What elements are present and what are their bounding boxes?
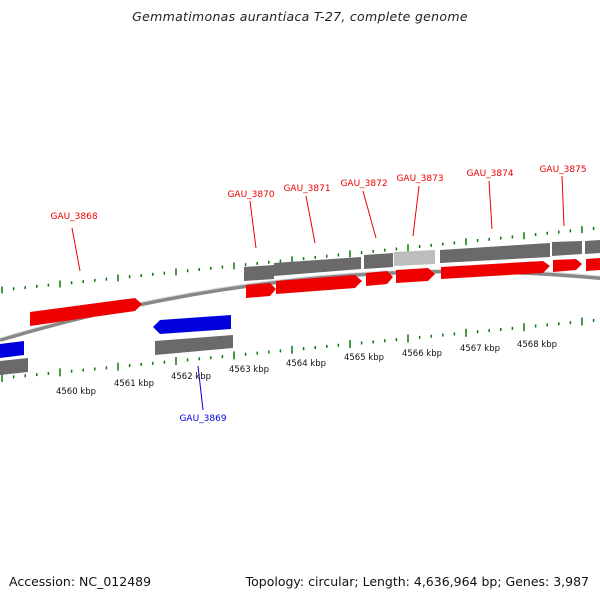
gene-arrow-3870 [246, 283, 276, 298]
cds-bar-3870 [244, 265, 274, 281]
scale-labels: 4560 kbp 4561 kbp 4562 kbp 4563 kbp 4564… [56, 340, 557, 397]
gene-label-3869: GAU_3869 [179, 414, 226, 424]
gene-label-3871: GAU_3871 [283, 184, 330, 194]
cds-bar-3875 [552, 241, 582, 256]
leader-3868 [71, 227, 81, 272]
gene-label-3873: GAU_3873 [396, 174, 443, 184]
cds-outer-track [244, 240, 600, 281]
gene-label-3872: GAU_3872 [340, 179, 387, 189]
gene-arrow-3872 [366, 271, 393, 286]
scale-label-4565: 4565 kbp [344, 353, 384, 363]
leader-3870 [249, 200, 257, 249]
gene-arrow-3867 [0, 341, 24, 358]
gene-arrow-3876 [586, 258, 600, 271]
cds-bar-3867 [0, 358, 28, 375]
gene-arrow-3869 [153, 315, 231, 334]
scale-label-4562: 4562 kbp [171, 372, 211, 382]
gene-label-leaders [71, 175, 565, 411]
leader-3872 [362, 190, 377, 239]
gene-arrow-3868 [30, 298, 142, 326]
scale-label-4568: 4568 kbp [517, 340, 557, 350]
gene-arrow-3874 [441, 261, 550, 279]
cds-bar-3872 [364, 253, 393, 269]
leader-3873 [412, 185, 420, 237]
reverse-genes-track [0, 315, 231, 358]
leader-3874 [488, 180, 493, 230]
genome-title: Gemmatimonas aurantiaca T-27, complete g… [132, 9, 468, 24]
scale-label-4560: 4560 kbp [56, 387, 96, 397]
gene-label-3874: GAU_3874 [466, 169, 513, 179]
leader-3871 [305, 195, 316, 244]
scale-label-4566: 4566 kbp [402, 349, 442, 359]
genome-summary: Topology: circular; Length: 4,636,964 bp… [245, 574, 589, 589]
leader-3869 [197, 365, 204, 411]
cds-bar-3874 [440, 243, 550, 263]
inner-minor-ticks [1, 317, 595, 382]
outer-minor-ticks [1, 226, 595, 294]
cds-bar-3869 [155, 335, 233, 355]
leader-3875 [561, 175, 565, 227]
cds-bar-3876 [585, 240, 600, 254]
scale-label-4564: 4564 kbp [286, 359, 326, 369]
forward-genes-track [30, 258, 600, 326]
gene-arrow-3871 [276, 275, 362, 294]
cds-bar-3871 [274, 257, 361, 276]
cds-inner-track [0, 335, 233, 375]
accession-label: Accession: NC_012489 [9, 574, 152, 589]
gene-label-3868: GAU_3868 [50, 212, 97, 222]
gene-arrow-3873 [396, 268, 435, 283]
cds-bar-3873 [394, 250, 435, 266]
gene-labels: GAU_3868 GAU_3869 GAU_3870 GAU_3871 GAU_… [50, 165, 586, 424]
gene-arrow-3875 [553, 259, 582, 272]
gene-label-3875: GAU_3875 [539, 165, 586, 175]
scale-label-4563: 4563 kbp [229, 365, 269, 375]
gene-label-3870: GAU_3870 [227, 190, 274, 200]
scale-label-4561: 4561 kbp [114, 379, 154, 389]
scale-label-4567: 4567 kbp [460, 344, 500, 354]
